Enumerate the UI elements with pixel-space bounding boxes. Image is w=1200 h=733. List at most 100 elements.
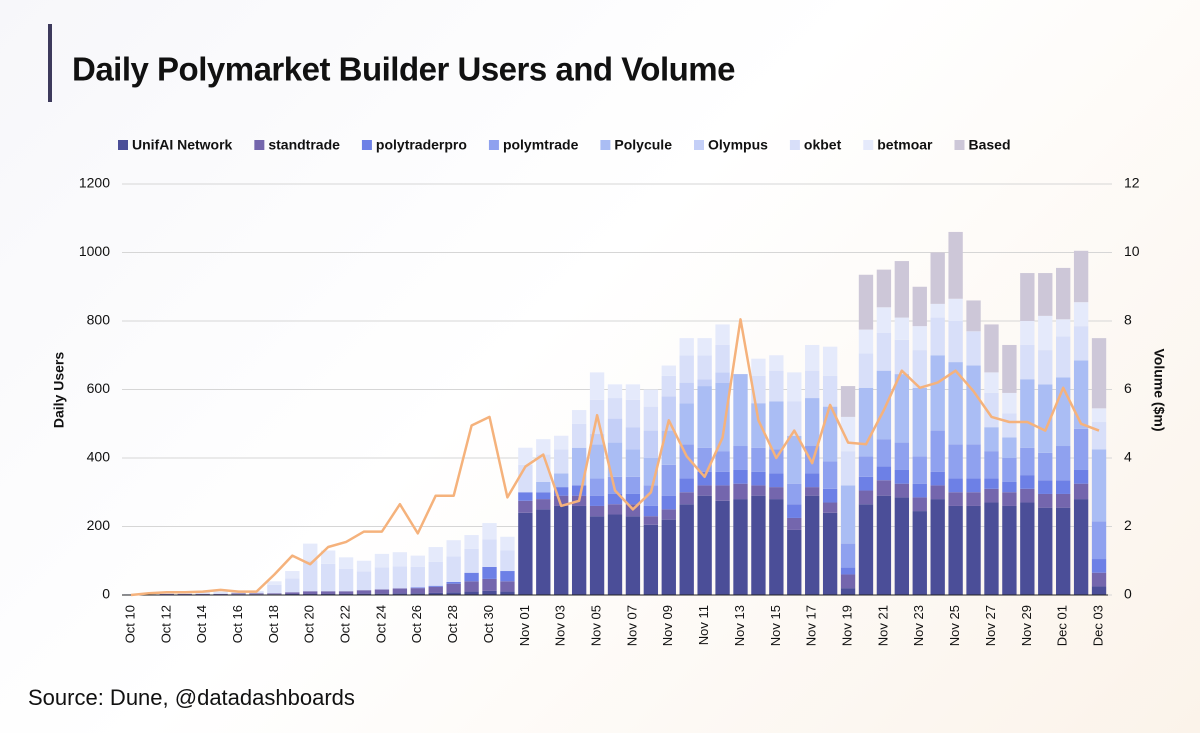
bar-segment: [1038, 273, 1053, 316]
y-tick-label: 400: [87, 449, 111, 465]
legend-swatch: [254, 140, 265, 150]
x-tick-label: Oct 24: [373, 605, 388, 643]
bar-segment: [518, 447, 533, 465]
bar-segment: [787, 401, 802, 436]
legend-swatch: [789, 140, 800, 150]
bar-segment: [661, 365, 676, 376]
bar-segment: [769, 355, 784, 371]
legend-label: polymtrade: [503, 137, 579, 153]
bar-segment: [948, 298, 963, 321]
bar-segment: [697, 338, 712, 356]
bar-segment: [500, 536, 515, 551]
bar-segment: [769, 449, 784, 474]
bar-segment: [446, 583, 461, 593]
bar-segment: [912, 456, 927, 484]
bar-segment: [518, 512, 533, 595]
bar-segment: [607, 493, 623, 505]
bar-segment: [482, 578, 497, 591]
x-tick-label: Nov 09: [660, 605, 675, 646]
bar-segment: [858, 329, 874, 354]
bar-segment: [338, 593, 354, 595]
y-tick-label: 800: [87, 312, 111, 328]
bar-segment: [482, 566, 497, 579]
bar-segment: [554, 487, 569, 496]
x-tick-label: Nov 15: [768, 605, 783, 646]
y-tick-label: 200: [87, 517, 111, 533]
x-tick-label: Nov 23: [911, 605, 926, 646]
bar-segment: [822, 488, 838, 503]
bar-segment: [500, 571, 515, 582]
bar-segment: [805, 398, 820, 447]
bar-segment: [1002, 437, 1017, 458]
bar-segment: [966, 492, 981, 506]
bar-segment: [589, 444, 605, 479]
bar-segment: [733, 446, 748, 470]
bar-segment: [1091, 338, 1107, 409]
y-tick-label: 600: [87, 380, 111, 396]
bar-segment: [822, 502, 838, 513]
y-tick-label: 1000: [79, 243, 110, 259]
bar-segment: [625, 427, 641, 450]
bar-segment: [643, 505, 659, 517]
bar-segment: [858, 274, 874, 330]
bar-segment: [464, 572, 479, 582]
bar-segment: [1073, 483, 1089, 500]
bar-segment: [303, 591, 318, 594]
legend-swatch: [488, 140, 499, 150]
bar-segment: [1020, 321, 1035, 345]
bar-segment: [374, 593, 390, 595]
bar-segment: [446, 592, 461, 595]
bar-segment: [428, 547, 443, 562]
bar-segment: [930, 485, 945, 500]
bar-segment: [697, 471, 712, 486]
bar-segment: [159, 593, 174, 595]
bar-segment: [894, 469, 910, 484]
bar-segment: [231, 593, 246, 595]
bar-segment: [679, 338, 694, 356]
bar-segment: [966, 505, 981, 595]
bar-segment: [679, 355, 694, 383]
bar-segment: [320, 550, 336, 564]
bar-segment: [446, 581, 461, 584]
bar-segment: [840, 386, 856, 417]
x-tick-label: Dec 01: [1055, 605, 1070, 646]
bar-segment: [607, 514, 623, 595]
bar-segment: [894, 483, 910, 498]
bar-segment: [822, 375, 838, 407]
bar-segment: [894, 442, 910, 470]
y2-tick-label: 4: [1124, 449, 1132, 465]
bar-segment: [195, 593, 210, 595]
bar-segment: [446, 556, 461, 582]
bar-segment: [285, 592, 300, 594]
y2-tick-label: 12: [1124, 175, 1140, 191]
source: Source: Dune, @datadashboards: [28, 685, 355, 710]
bar-segment: [374, 553, 390, 568]
legend-label: Based: [968, 137, 1010, 153]
bar-segment: [1056, 493, 1071, 508]
title-accent: [48, 24, 52, 102]
bar-segment: [1038, 480, 1053, 494]
bar-segment: [697, 379, 712, 387]
bar-segment: [733, 483, 748, 500]
bar-segment: [589, 434, 605, 445]
bar-segment: [858, 456, 874, 477]
bar-segment: [876, 370, 892, 440]
bar-segment: [625, 493, 641, 505]
legend-label: okbet: [804, 137, 842, 153]
bar-segment: [1002, 505, 1017, 595]
bar-segment: [195, 592, 210, 594]
legend-swatch: [694, 140, 704, 150]
bar-segment: [822, 346, 838, 376]
bar-segment: [930, 355, 945, 431]
bar-segment: [1056, 480, 1071, 494]
bar-segment: [805, 487, 820, 496]
bar-segment: [661, 375, 676, 397]
bar-segment: [554, 435, 569, 450]
bar-segment: [410, 593, 425, 595]
bar-segment: [213, 591, 228, 593]
bar-segment: [554, 473, 569, 488]
bar-segment: [589, 372, 605, 400]
x-tick-label: Oct 20: [302, 605, 317, 643]
bar-segment: [1020, 344, 1035, 380]
bar-segment: [876, 307, 892, 333]
